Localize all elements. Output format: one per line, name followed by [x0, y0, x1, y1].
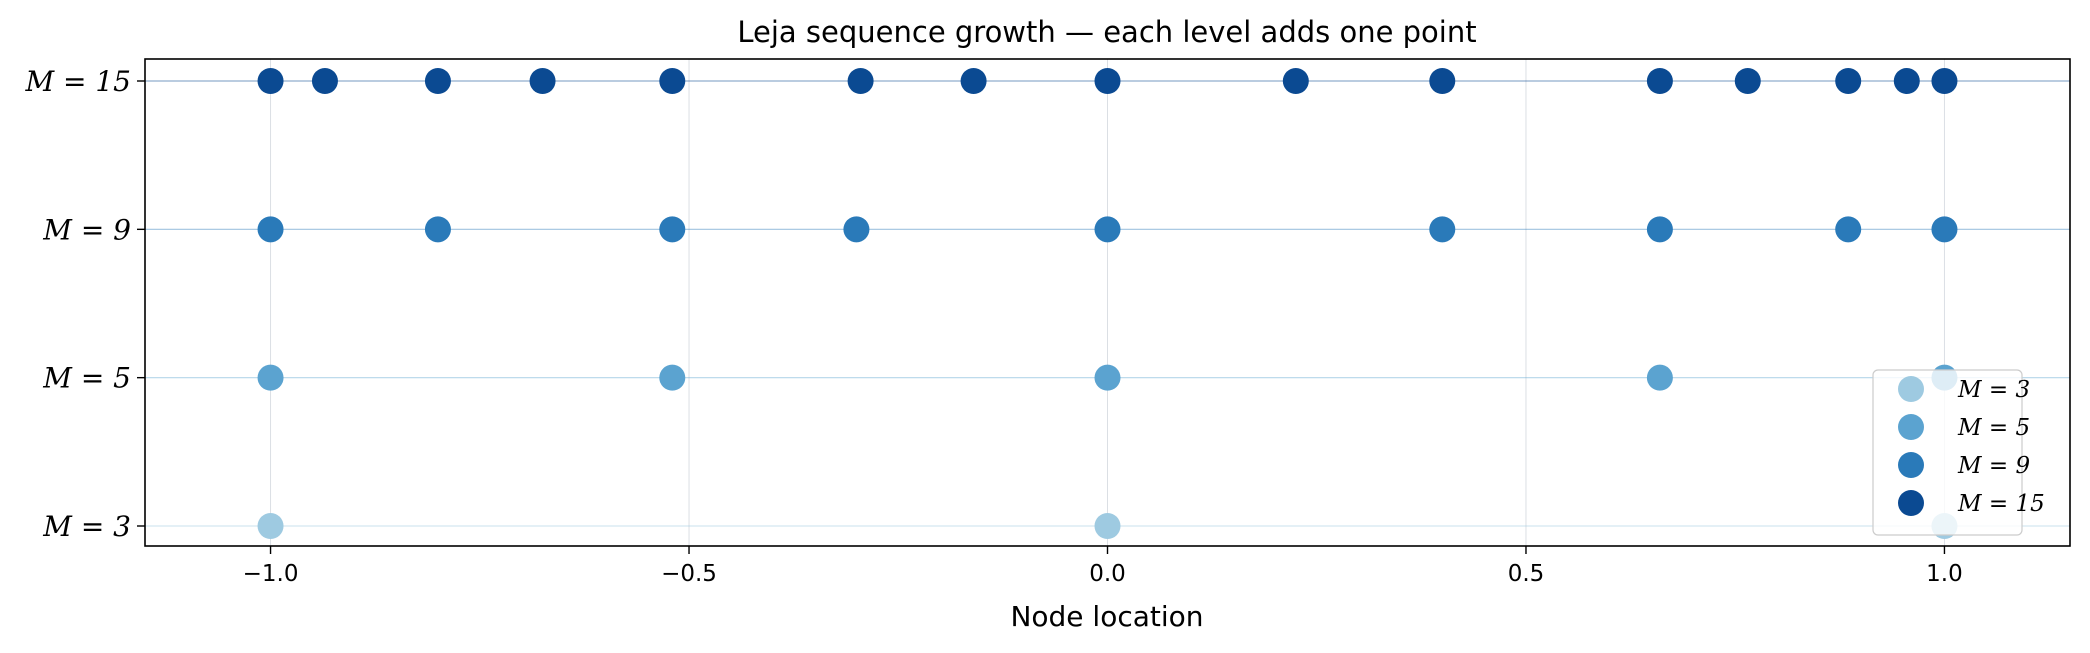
data-point [529, 68, 556, 94]
x-tick-label: 0.0 [1089, 561, 1126, 587]
data-point [1094, 364, 1121, 391]
data-point [424, 68, 451, 94]
y-tick-label: M = 5 [42, 362, 131, 395]
legend-label: M = 3 [1957, 377, 2030, 403]
x-tick-label: −1.0 [243, 561, 299, 587]
legend-marker [1898, 376, 1924, 402]
data-point [257, 513, 284, 539]
legend-label: M = 15 [1957, 491, 2045, 517]
data-point [1429, 68, 1456, 94]
data-point [1646, 364, 1673, 391]
y-axis-ticks: M = 3 M = 5 M = 9 M = 15 [24, 65, 145, 543]
x-axis-label: Node location [1010, 600, 1203, 633]
data-point [1282, 68, 1309, 94]
y-tick-label: M = 3 [42, 510, 131, 543]
data-point [1931, 216, 1958, 243]
data-point [1646, 216, 1673, 243]
data-point [659, 364, 686, 391]
chart-title: Leja sequence growth — each level adds o… [737, 15, 1476, 49]
data-point [257, 364, 284, 391]
legend-marker [1898, 452, 1924, 478]
data-point [257, 68, 284, 94]
data-point [843, 216, 870, 243]
y-tick-label: M = 15 [24, 65, 131, 98]
data-point [257, 216, 284, 243]
data-point [659, 68, 686, 94]
x-axis-ticks: −1.0 −0.5 0.0 0.5 1.0 [243, 546, 1963, 587]
data-point [1094, 513, 1121, 539]
data-point [1835, 68, 1862, 94]
legend-label: M = 5 [1957, 415, 2030, 441]
series-points [257, 68, 1958, 94]
legend-marker [1898, 414, 1924, 440]
data-point [424, 216, 451, 243]
x-tick-label: −0.5 [661, 561, 717, 587]
x-tick-label: 1.0 [1926, 561, 1963, 587]
data-point [1094, 216, 1121, 243]
data-point [1429, 216, 1456, 243]
x-tick-label: 0.5 [1508, 561, 1545, 587]
y-tick-label: M = 9 [42, 213, 131, 246]
data-point [960, 68, 987, 94]
legend-label: M = 9 [1957, 453, 2030, 479]
data-point [847, 68, 874, 94]
data-point [311, 68, 338, 94]
data-point [1094, 68, 1121, 94]
data-point [1931, 68, 1958, 94]
data-point [1734, 68, 1761, 94]
series-points [257, 216, 1958, 243]
legend-marker [1898, 490, 1924, 516]
data-point [1835, 216, 1862, 243]
data-point [1893, 68, 1920, 94]
legend: M = 3 M = 5 M = 9 M = 15 [1872, 369, 2045, 536]
data-point [1646, 68, 1673, 94]
data-point [659, 216, 686, 243]
